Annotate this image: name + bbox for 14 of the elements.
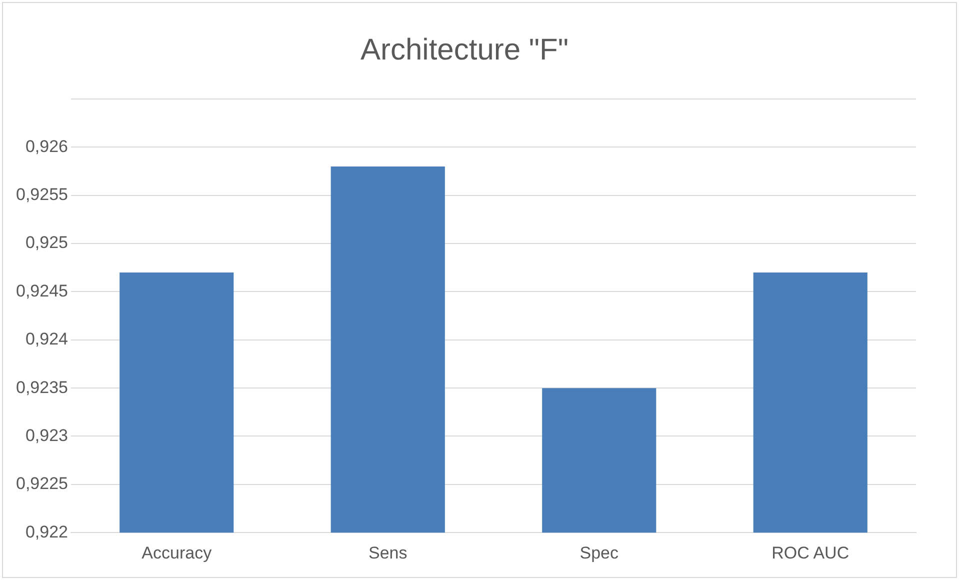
y-tick-label: 0,9235	[16, 378, 68, 397]
y-tick-label: 0,9225	[16, 474, 68, 494]
y-tick-label: 0,9245	[16, 281, 68, 300]
chart-title: Architecture "F"	[360, 33, 569, 66]
y-tick-label: 0,924	[25, 330, 68, 349]
x-tick-label: Accuracy	[142, 543, 212, 562]
x-tick-label: Sens	[368, 543, 408, 562]
y-tick-label: 0,9255	[16, 185, 68, 204]
x-tick-label: Spec	[580, 543, 619, 562]
y-tick-label: 0,925	[25, 233, 68, 252]
y-tick-label: 0,922	[25, 522, 68, 542]
y-tick-label: 0,923	[25, 426, 68, 445]
x-tick-label: ROC AUC	[772, 543, 850, 562]
y-tick-label: 0,926	[25, 136, 68, 156]
